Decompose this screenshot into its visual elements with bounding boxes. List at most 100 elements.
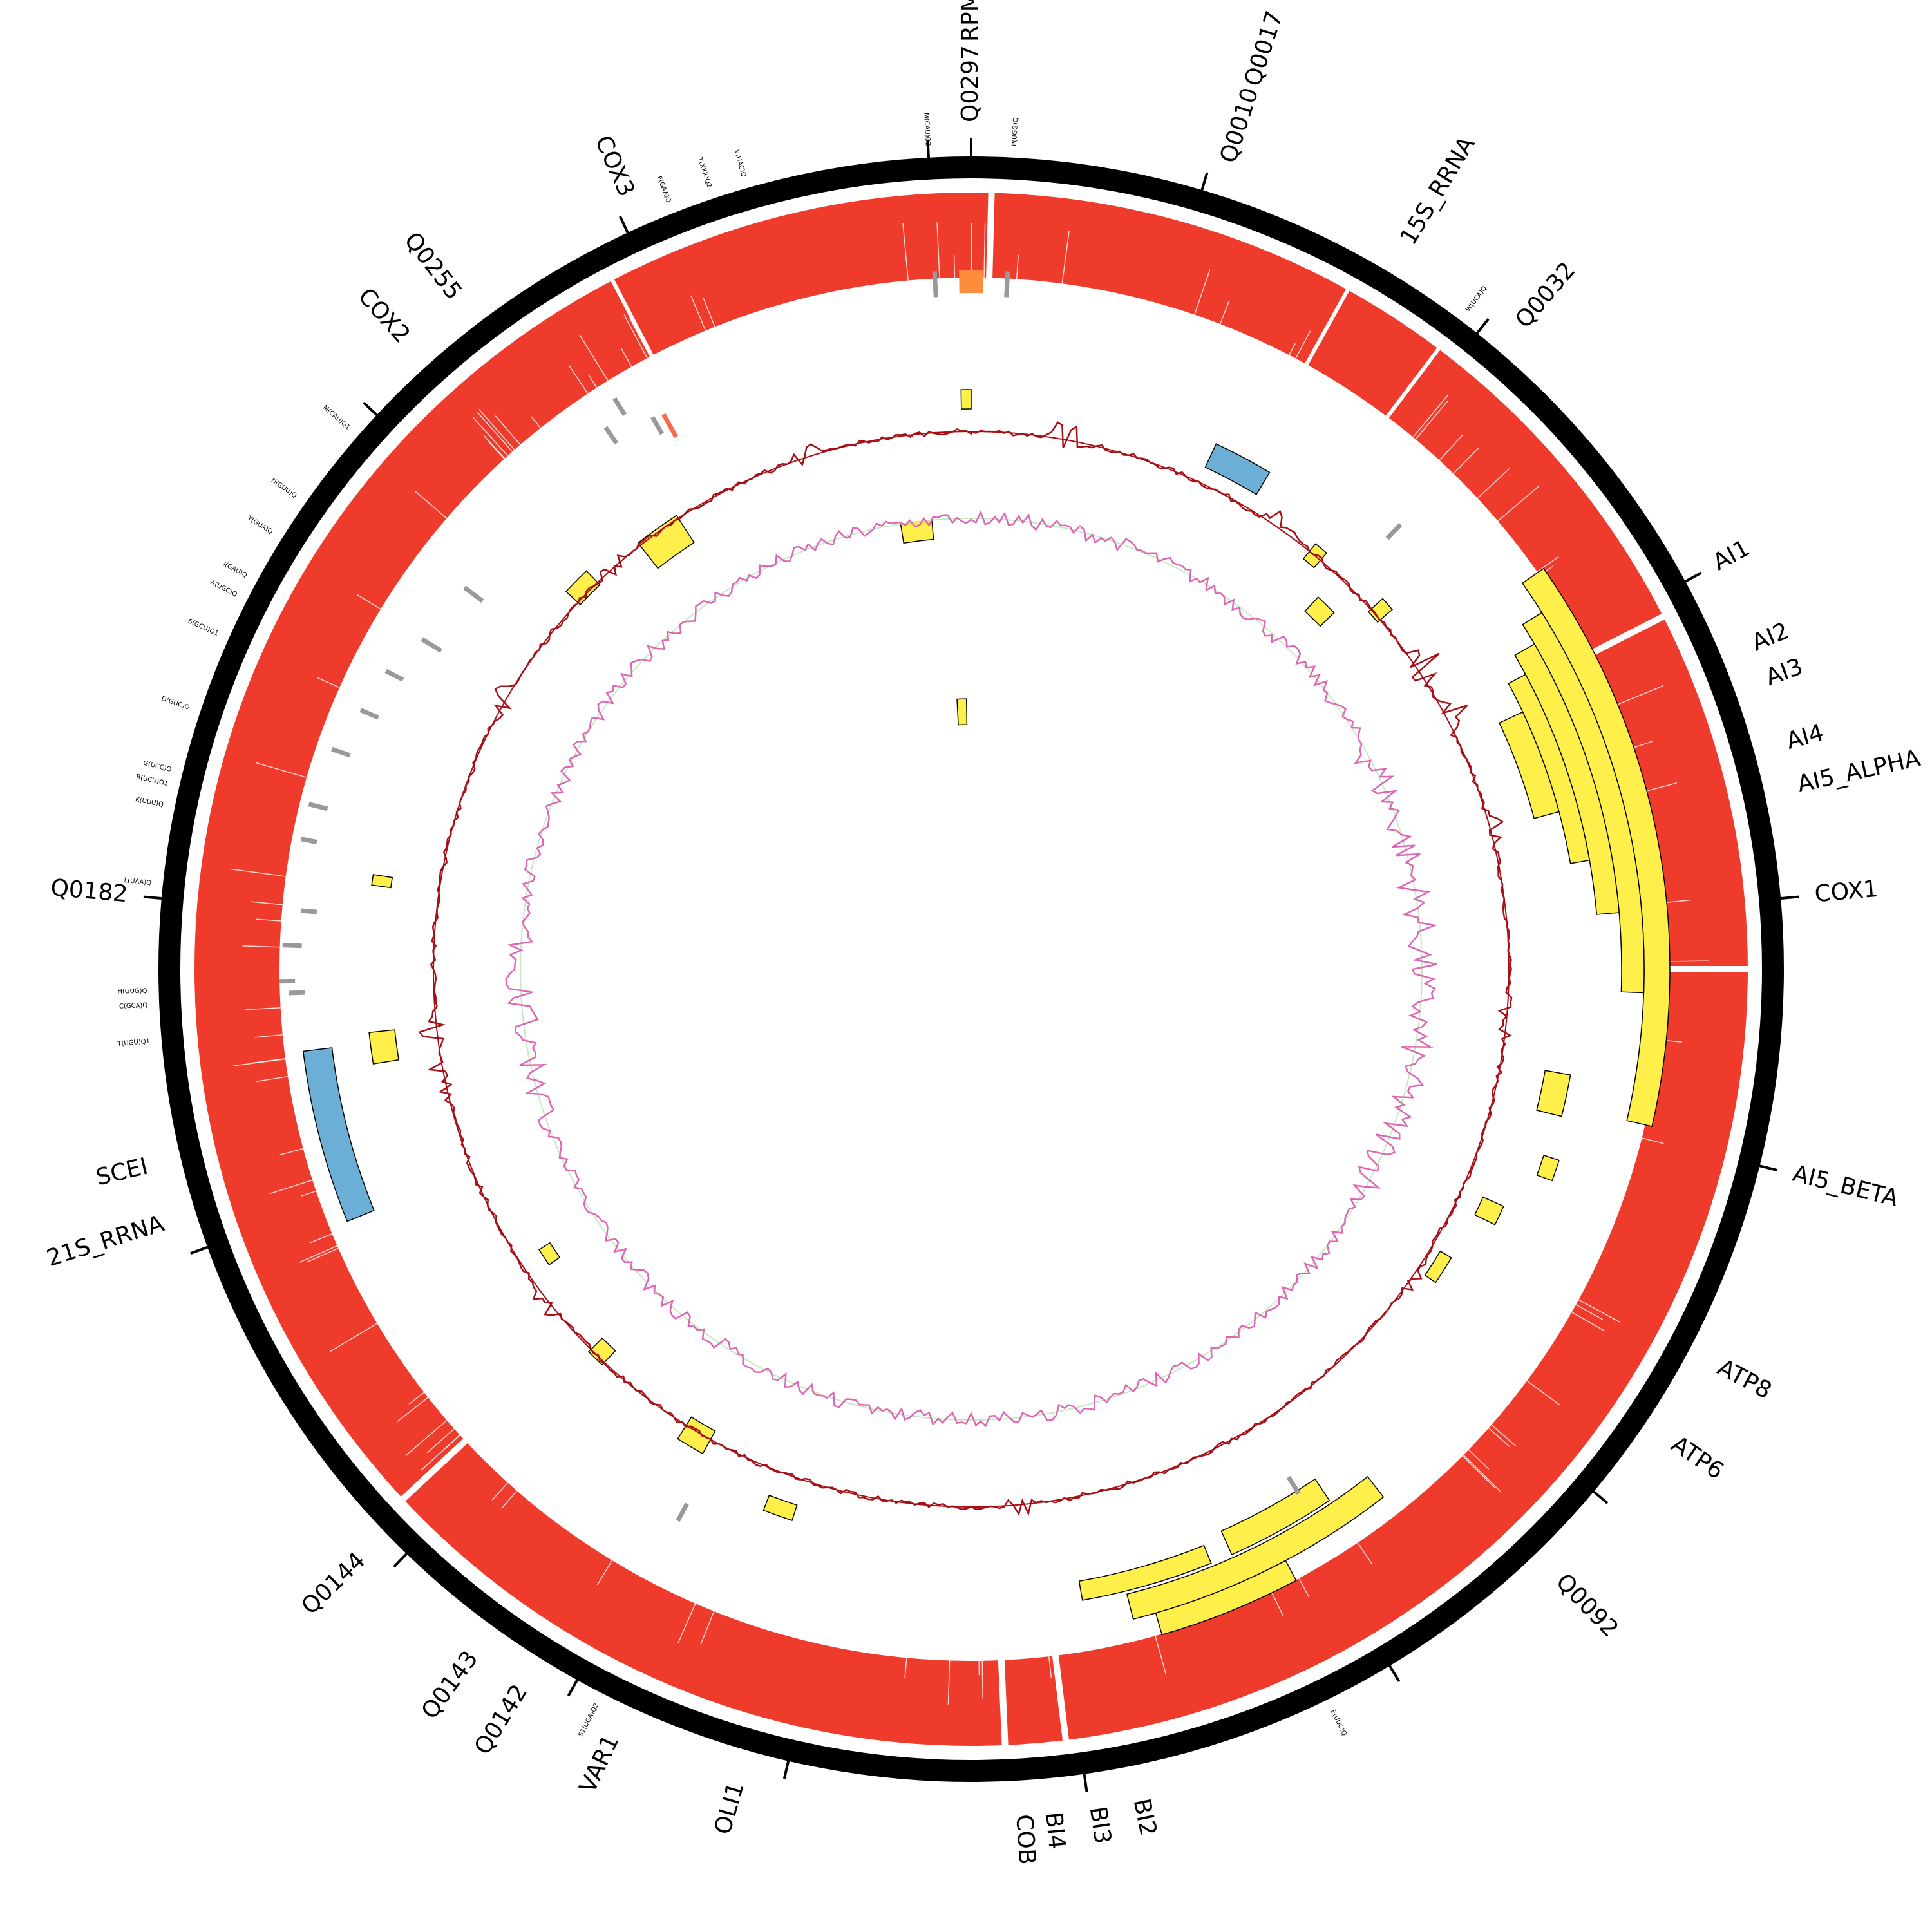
trna-mark: [282, 943, 302, 949]
gene-label: AI5_ALPHA: [1795, 745, 1923, 798]
rrna-box: [1204, 443, 1271, 495]
coverage-dip: [947, 1660, 951, 1705]
gene-label: COB: [1010, 1814, 1040, 1866]
coverage-dip: [397, 1397, 429, 1422]
gene-label: Q0297: [957, 45, 983, 122]
gene-label: Q0010: [1215, 84, 1264, 166]
gene-tick: [619, 216, 634, 243]
trna-mark: [289, 990, 305, 996]
gc-skew-track: [418, 421, 1513, 1517]
gene-label: Q0143: [417, 1646, 484, 1724]
coverage-dip: [1463, 1454, 1502, 1493]
coverage-dip: [256, 762, 307, 778]
gene-box: [1536, 1154, 1560, 1182]
coverage-dip: [501, 1490, 518, 1509]
gene-tick: [1748, 1162, 1778, 1172]
gc-content-baseline: [520, 518, 1423, 1421]
trna-mark: [932, 271, 938, 298]
trna-mark: [384, 668, 404, 682]
trna-mark: [421, 637, 442, 653]
coverage-dip: [596, 1560, 613, 1586]
coverage-dip: [269, 1179, 313, 1195]
outer-ticks: [143, 138, 1799, 1792]
trna-mark: [308, 802, 328, 811]
gene-label: AI4: [1783, 719, 1826, 755]
trna-mark: [1004, 271, 1010, 298]
gene-box: [1304, 596, 1335, 627]
trna-mark: [676, 1502, 689, 1522]
gene-box: [368, 1029, 399, 1065]
gc-content-track: [505, 509, 1438, 1428]
trna-label: K(UUU)Q: [135, 796, 164, 809]
gene-box: [1367, 598, 1393, 623]
red-feature-mark: [661, 413, 678, 439]
coverage-dip: [677, 1603, 696, 1644]
gene-label: AI3: [1762, 654, 1806, 691]
coverage-ring: [194, 189, 1752, 1750]
coverage-dip: [231, 868, 286, 877]
gene-label: Q0032: [1510, 258, 1580, 334]
coverage-dip: [1271, 1592, 1283, 1616]
gene-box: [1078, 1544, 1212, 1601]
coverage-dip: [904, 1658, 907, 1678]
gene-box: [762, 1494, 798, 1521]
coverage-dip: [426, 1428, 455, 1454]
coverage-dip: [483, 435, 506, 459]
coverage-gap: [609, 276, 655, 359]
gene-label: AI5_BETA: [1790, 1160, 1901, 1212]
coverage-dip: [620, 347, 632, 367]
gene-label: 21S_RRNA: [44, 1210, 167, 1272]
coverage-dip: [983, 223, 986, 278]
gene-box: [637, 515, 695, 569]
coverage-dip: [981, 1660, 983, 1699]
coverage-dip: [1220, 300, 1230, 325]
coverage-dip: [330, 1323, 377, 1352]
trna-label: M(CAU)Q2: [922, 113, 931, 146]
gene-box: [538, 1242, 561, 1265]
coverage-dip: [1016, 254, 1019, 279]
coverage-dip: [254, 1034, 283, 1038]
coverage-dip: [415, 491, 448, 519]
coverage-dip: [488, 441, 505, 460]
gene-tick: [393, 1545, 415, 1568]
coverage-dip: [408, 1392, 424, 1405]
rrna-box: [302, 1047, 375, 1222]
coverage-dip: [421, 1434, 460, 1471]
coverage-dip: [569, 365, 589, 394]
gene-label: COX3: [590, 132, 640, 201]
coverage-dip: [317, 677, 340, 688]
gene-label: Q0182: [50, 875, 129, 907]
trna-label: T(XXX)Q2: [696, 156, 712, 189]
coverage-dip: [531, 416, 541, 429]
gene-label: COX1: [1814, 876, 1879, 907]
gene-box: [1499, 711, 1560, 819]
coverage-dip: [1571, 1311, 1604, 1331]
gene-label: SCEI: [93, 1153, 151, 1191]
trna-mark: [463, 585, 484, 603]
gene-box: [1473, 1196, 1504, 1226]
coverage-dip: [1415, 401, 1448, 440]
coverage-dip: [356, 594, 381, 610]
coverage-dip: [953, 254, 956, 278]
trna-label: S(GCU)Q1: [187, 618, 220, 638]
gene-label: COX2: [353, 283, 415, 348]
gene-box: [1126, 1475, 1385, 1620]
trna-label: G(UCC)Q: [142, 760, 172, 774]
gene-label: 15S_RRNA: [1395, 132, 1480, 250]
feature-track: [279, 270, 1671, 1636]
gene-box: [565, 570, 601, 605]
trna-label: F(GAA)Q: [656, 175, 672, 204]
gene-box: [1155, 1560, 1297, 1636]
gene-tick: [190, 1242, 218, 1255]
coverage-dip: [1497, 485, 1540, 522]
coverage-dip: [588, 374, 598, 388]
coverage-dip: [1289, 343, 1296, 355]
trna-label: C(GCA)Q: [119, 1002, 148, 1010]
coverage-dip: [1477, 468, 1510, 499]
coverage-dip: [1155, 1636, 1167, 1674]
trna-label: I(GAU)Q: [222, 560, 249, 579]
coverage-dip: [1642, 1137, 1664, 1144]
gene-tick: [1197, 172, 1209, 201]
coverage-dip: [242, 945, 280, 948]
